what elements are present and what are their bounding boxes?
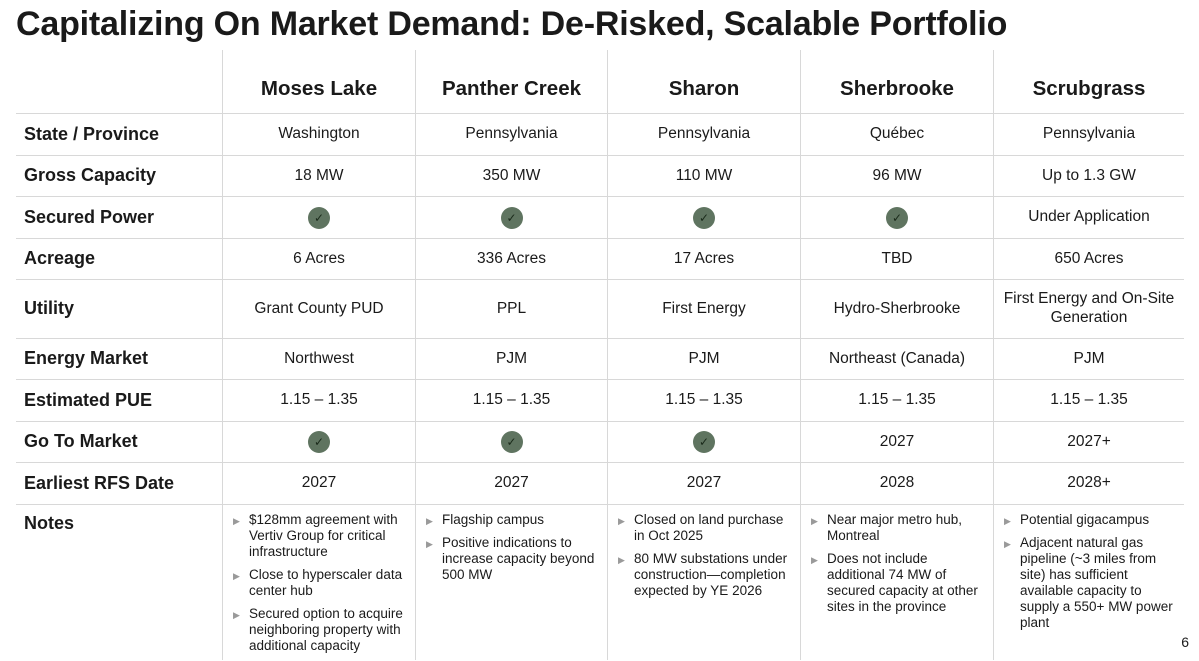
row-label: Gross Capacity	[16, 156, 222, 197]
table-cell: 96 MW	[800, 156, 993, 197]
table-cell: Washington	[222, 114, 415, 156]
row-label: Acreage	[16, 239, 222, 280]
table-cell: ✓	[415, 197, 607, 239]
list-item: Does not include additional 74 MW of sec…	[811, 551, 985, 615]
list-item: 80 MW substations under construction—com…	[618, 551, 792, 599]
list-item: $128mm agreement with Vertiv Group for c…	[233, 512, 407, 560]
table-cell: 2028	[800, 463, 993, 505]
table-cell: 2027	[800, 422, 993, 463]
list-item: Adjacent natural gas pipeline (~3 miles …	[1004, 535, 1176, 631]
table-cell: 1.15 – 1.35	[800, 380, 993, 422]
row-label: Earliest RFS Date	[16, 463, 222, 505]
checkmark-icon: ✓	[693, 206, 715, 229]
table-cell: Hydro-Sherbrooke	[800, 280, 993, 339]
list-item: Close to hyperscaler data center hub	[233, 567, 407, 599]
checkmark-icon: ✓	[308, 206, 330, 229]
row-label: Energy Market	[16, 339, 222, 380]
header-corner	[16, 50, 222, 114]
table-cell: Pennsylvania	[607, 114, 800, 156]
table-cell: 1.15 – 1.35	[607, 380, 800, 422]
row-label: Utility	[16, 280, 222, 339]
table-cell: 1.15 – 1.35	[222, 380, 415, 422]
notes-list: Flagship campus Positive indications to i…	[426, 512, 599, 590]
list-item: Near major metro hub, Montreal	[811, 512, 985, 544]
checkmark-icon: ✓	[500, 206, 523, 229]
table-cell: 336 Acres	[415, 239, 607, 280]
page-number: 6	[1181, 634, 1189, 650]
column-header: Sherbrooke	[800, 50, 993, 114]
list-item: Positive indications to increase capacit…	[426, 535, 599, 583]
table-cell: 1.15 – 1.35	[415, 380, 607, 422]
table-cell: Grant County PUD	[222, 280, 415, 339]
row-label: Secured Power	[16, 197, 222, 239]
column-header: Panther Creek	[415, 50, 607, 114]
table-cell: 350 MW	[415, 156, 607, 197]
table-cell: 110 MW	[607, 156, 800, 197]
table-cell: PJM	[415, 339, 607, 380]
list-item: Potential gigacampus	[1004, 512, 1176, 529]
table-cell: 2027	[415, 463, 607, 505]
portfolio-table: Moses Lake Panther Creek Sharon Sherbrooke S…	[16, 50, 1184, 660]
notes-cell: Near major metro hub, Montreal Does not i…	[800, 505, 993, 660]
table-cell: 2028+	[993, 463, 1184, 505]
table-cell: 1.15 – 1.35	[993, 380, 1184, 422]
notes-list: $128mm agreement with Vertiv Group for c…	[233, 512, 407, 661]
list-item: Secured option to acquire neighboring pr…	[233, 606, 407, 654]
notes-cell: Flagship campus Positive indications to i…	[415, 505, 607, 660]
page-title: Capitalizing On Market Demand: De-Risked…	[16, 5, 1008, 43]
table-cell: Northwest	[222, 339, 415, 380]
table-cell: Québec	[800, 114, 993, 156]
checkmark-icon: ✓	[693, 431, 715, 453]
notes-list: Closed on land purchase in Oct 2025 80 MW…	[618, 512, 792, 606]
checkmark-icon: ✓	[500, 431, 523, 453]
table-cell: ✓	[607, 197, 800, 239]
table-cell: PJM	[993, 339, 1184, 380]
table-cell: PJM	[607, 339, 800, 380]
notes-cell: $128mm agreement with Vertiv Group for c…	[222, 505, 415, 660]
column-header: Sharon	[607, 50, 800, 114]
notes-cell: Closed on land purchase in Oct 2025 80 MW…	[607, 505, 800, 660]
list-item: Flagship campus	[426, 512, 599, 529]
table-cell: ✓	[607, 422, 800, 463]
table-cell: Up to 1.3 GW	[993, 156, 1184, 197]
table-cell: 2027	[222, 463, 415, 505]
row-label: Notes	[24, 513, 75, 533]
table-cell: 6 Acres	[222, 239, 415, 280]
checkmark-icon: ✓	[308, 431, 330, 453]
table-cell: 18 MW	[222, 156, 415, 197]
table-cell: Under Application	[993, 197, 1184, 239]
table-cell: ✓	[222, 422, 415, 463]
table-cell: PPL	[415, 280, 607, 339]
row-label: Go To Market	[16, 422, 222, 463]
column-header: Scrubgrass	[993, 50, 1184, 114]
notes-cell: Potential gigacampus Adjacent natural gas…	[993, 505, 1184, 660]
table-cell: TBD	[800, 239, 993, 280]
notes-list: Near major metro hub, Montreal Does not i…	[811, 512, 985, 622]
table-cell: 650 Acres	[993, 239, 1184, 280]
list-item: Closed on land purchase in Oct 2025	[618, 512, 792, 544]
table-cell: Pennsylvania	[415, 114, 607, 156]
table-cell: ✓	[222, 197, 415, 239]
table-cell: 17 Acres	[607, 239, 800, 280]
table-cell: 2027+	[993, 422, 1184, 463]
table-cell: 2027	[607, 463, 800, 505]
checkmark-icon: ✓	[886, 206, 908, 229]
table-cell: First Energy and On-Site Generation	[993, 280, 1184, 339]
table-cell: First Energy	[607, 280, 800, 339]
notes-list: Potential gigacampus Adjacent natural gas…	[1004, 512, 1176, 638]
table-cell: ✓	[415, 422, 607, 463]
row-label: State / Province	[16, 114, 222, 156]
table-cell: Northeast (Canada)	[800, 339, 993, 380]
column-header: Moses Lake	[222, 50, 415, 114]
table-cell: Pennsylvania	[993, 114, 1184, 156]
row-label: Estimated PUE	[16, 380, 222, 422]
table-cell: ✓	[800, 197, 993, 239]
